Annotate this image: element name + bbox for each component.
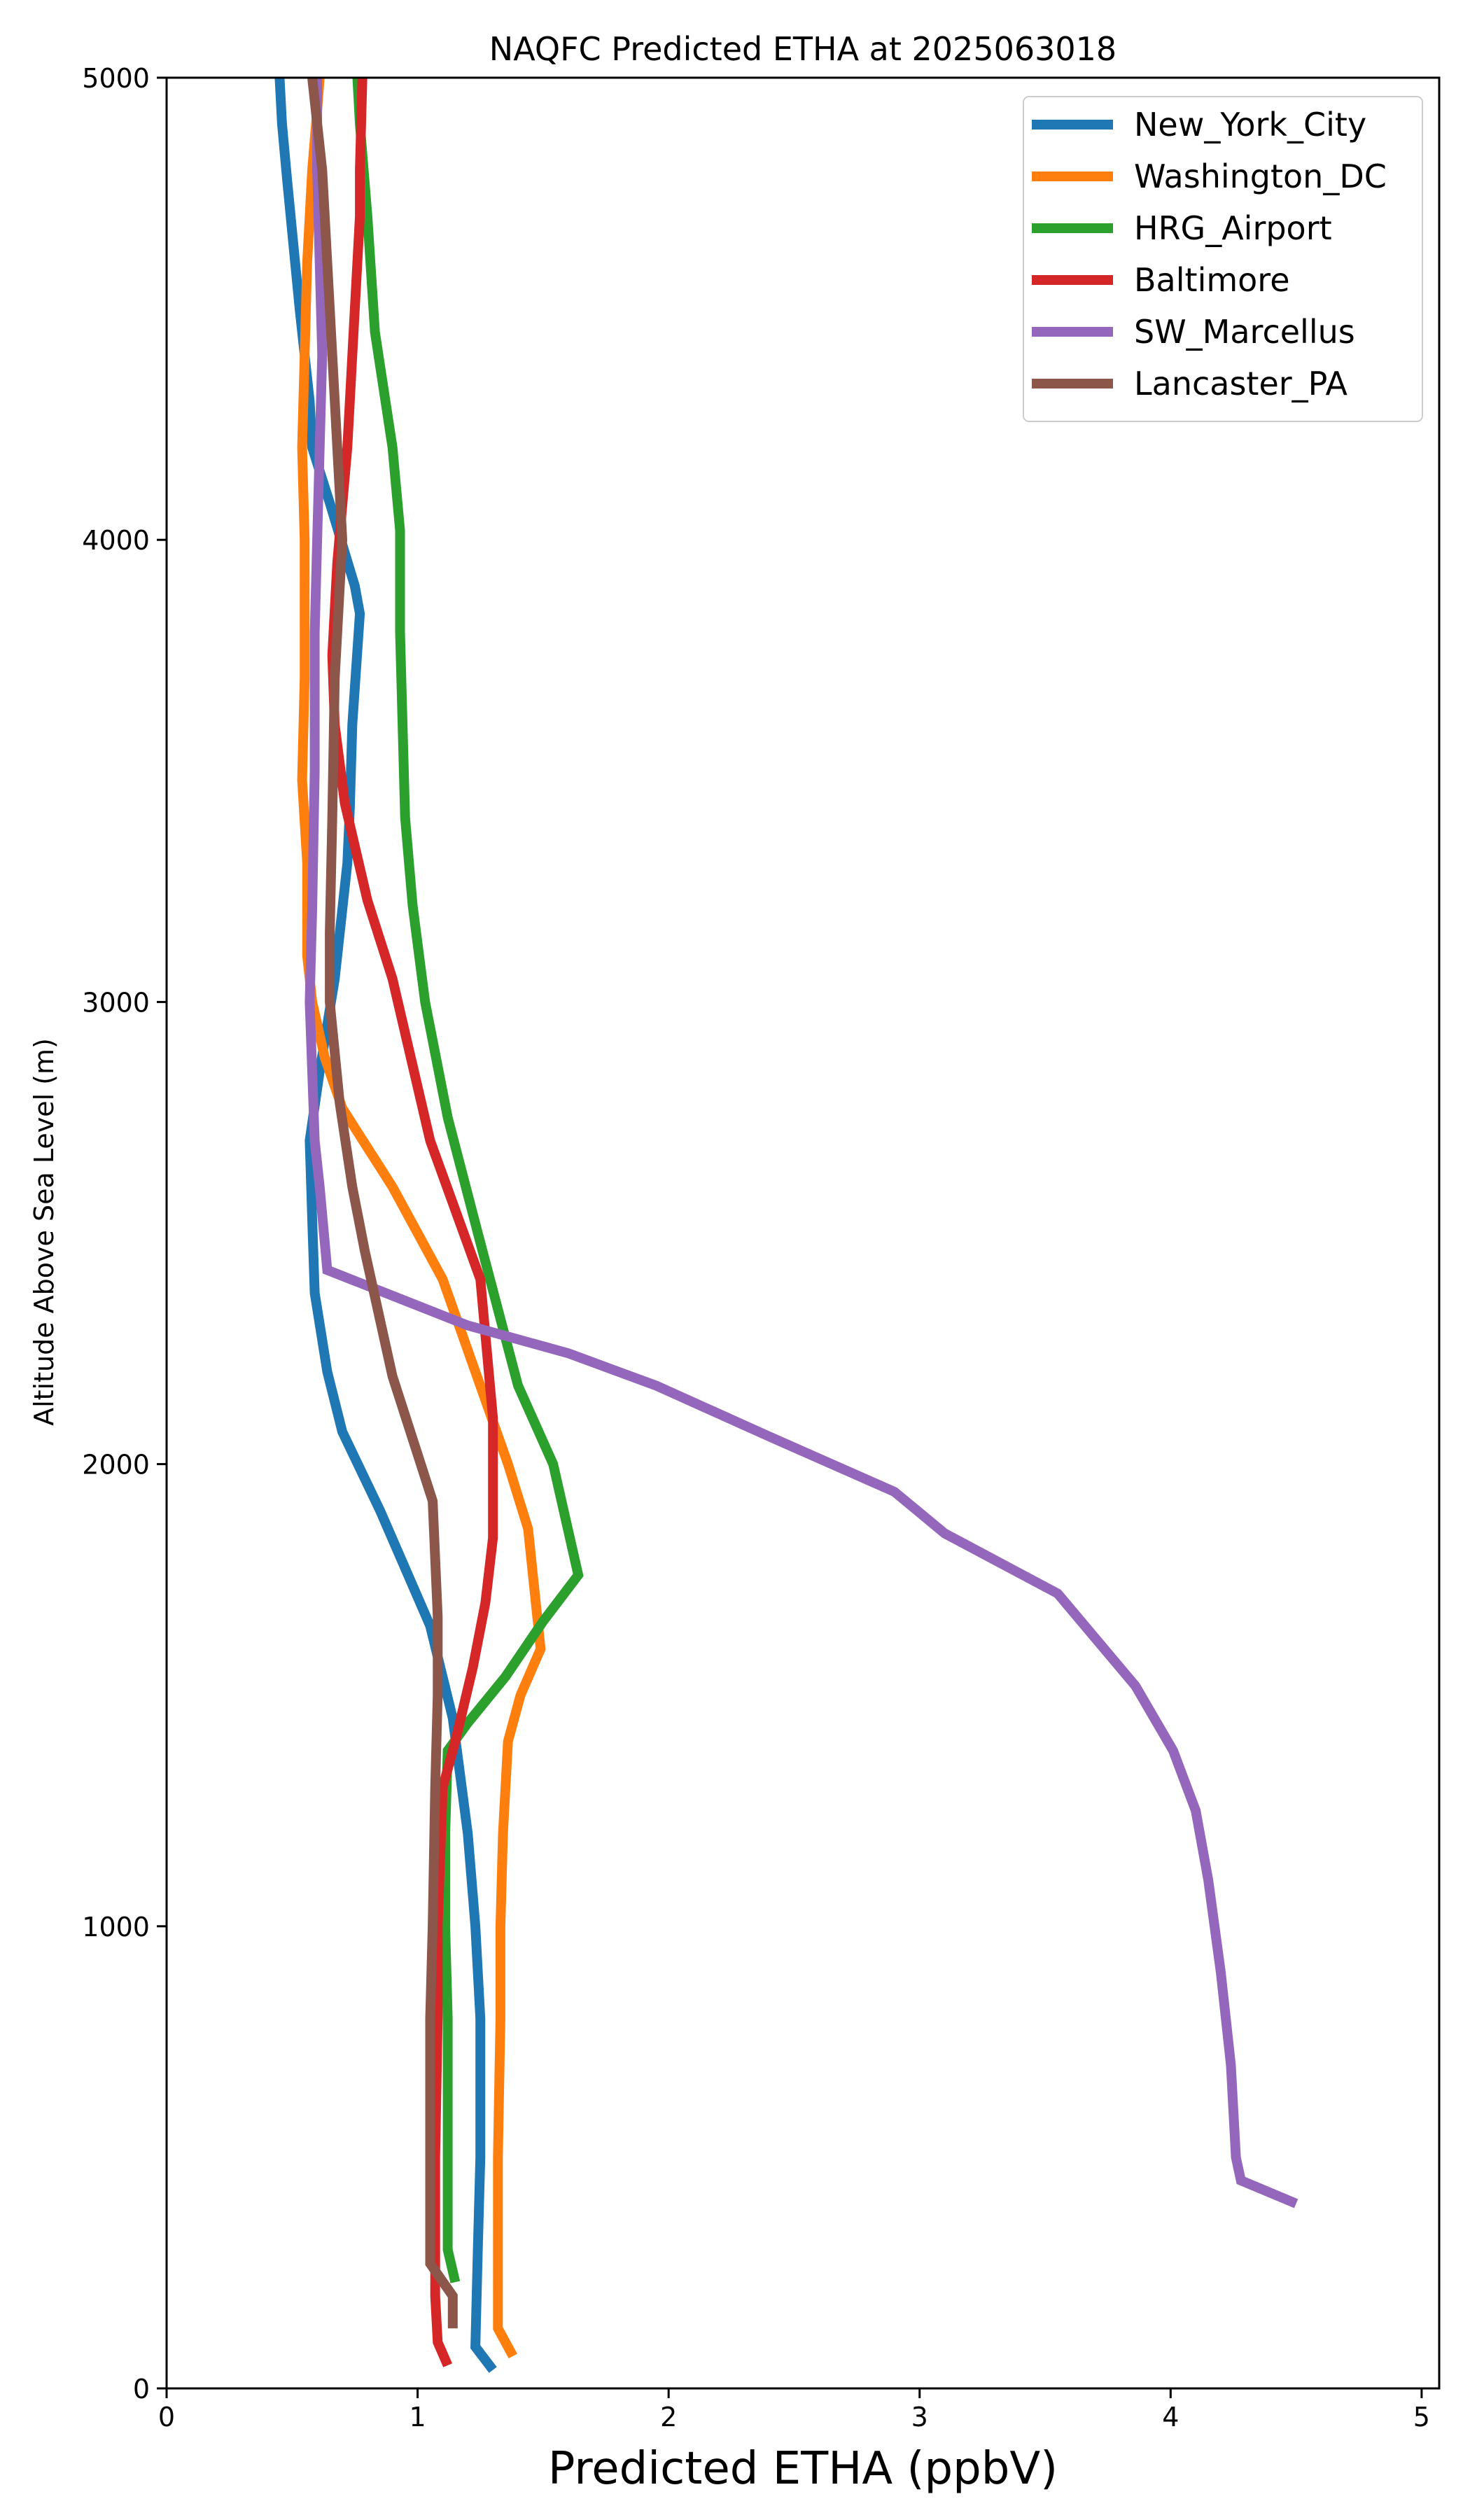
x-tick-label: 3	[911, 2402, 928, 2432]
series-line-washington-dc	[297, 78, 546, 2359]
series-line-hrg-airport	[352, 78, 584, 2283]
y-tick-label: 2000	[82, 1450, 150, 1480]
series-line-sw-marcellus	[304, 78, 1298, 2208]
y-tick-label: 1000	[82, 1912, 150, 1942]
plot-frame	[165, 76, 1441, 2390]
y-axis-label: Altitude Above Sea Level (m)	[29, 1038, 59, 1426]
plot-lines	[274, 78, 1298, 2373]
y-tick-label: 5000	[82, 63, 150, 94]
y-tick-label: 3000	[82, 987, 150, 1018]
legend: New_York_City Washington_DC HRG_Airport Bal…	[1023, 96, 1423, 422]
legend-entry: SW_Marcellus	[1134, 313, 1355, 351]
series-line-baltimore	[327, 78, 498, 2367]
series-line-new-york-city	[274, 78, 497, 2373]
legend-entry: Lancaster_PA	[1134, 365, 1348, 402]
legend-entry: Washington_DC	[1134, 158, 1387, 195]
x-tick-label: 4	[1162, 2402, 1179, 2432]
x-tick-label: 0	[158, 2402, 175, 2432]
legend-entry: Baltimore	[1134, 261, 1290, 299]
x-axis-ticks: 0 1 2 3 4 5	[158, 2388, 1430, 2432]
y-tick-label: 0	[133, 2374, 150, 2404]
legend-entry: HRG_Airport	[1134, 209, 1332, 247]
series-line-lancaster-pa	[307, 78, 458, 2329]
chart-title: NAQFC Predicted ETHA at 2025063018	[489, 30, 1116, 68]
y-axis-ticks: 0 1000 2000 3000 4000 5000	[82, 63, 167, 2404]
x-tick-label: 1	[409, 2402, 426, 2432]
y-tick-label: 4000	[82, 525, 150, 556]
legend-entry: New_York_City	[1134, 106, 1366, 144]
x-axis-label: Predicted ETHA (ppbV)	[548, 2443, 1058, 2495]
x-tick-label: 5	[1413, 2402, 1430, 2432]
x-tick-label: 2	[660, 2402, 677, 2432]
legend-box	[1023, 96, 1423, 422]
